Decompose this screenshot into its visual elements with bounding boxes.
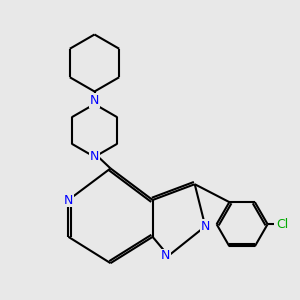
Text: N: N [201,220,210,233]
Text: N: N [64,194,73,206]
Text: N: N [161,249,170,262]
Text: Cl: Cl [277,218,289,231]
Text: N: N [90,150,99,164]
Text: N: N [90,94,99,107]
